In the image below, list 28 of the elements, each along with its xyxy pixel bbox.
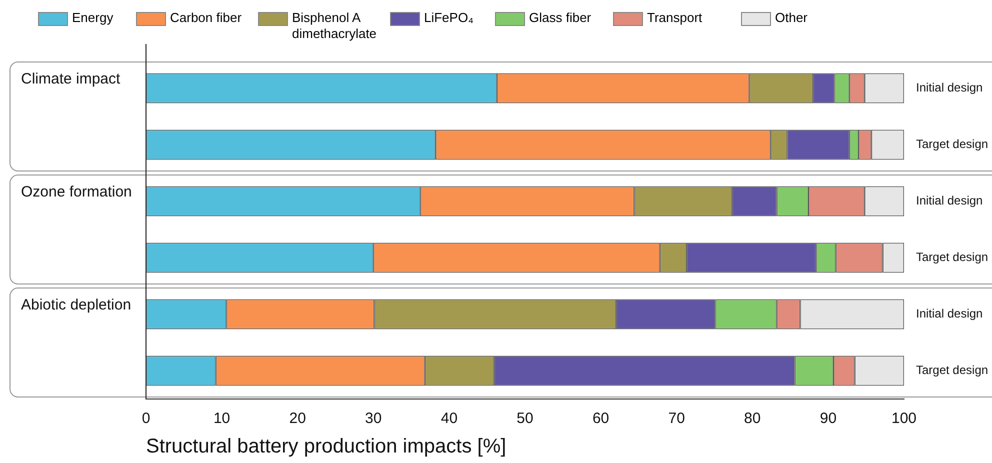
legend-label: Bisphenol A dimethacrylate [292,10,378,42]
legend-label: LiFePO₄ [424,10,474,26]
y-tick-label: Target design [916,137,988,152]
x-tick-label: 100 [891,410,917,428]
x-tick-label: 70 [668,410,685,428]
y-tick-label: Target design [916,250,988,264]
legend-label: Energy [72,10,114,26]
x-tick-label: 80 [744,410,761,428]
legend-label: Transport [647,10,702,26]
text: Ozone formation [21,184,132,201]
text: Climate impact [21,70,122,88]
y-tick-label: Initial design [916,80,983,95]
y-tick-label: Initial design [916,194,983,208]
x-tick-label: 90 [820,410,837,428]
x-tick-label: 30 [365,410,382,428]
legend-label: Glass fiber [529,10,592,26]
x-tick-label: 0 [142,410,150,428]
x-tick-label: 40 [440,410,458,428]
x-tick-label: 10 [213,410,230,428]
x-tick-label: 50 [516,410,534,428]
x-tick-label: 60 [592,410,610,428]
text: Abiotic depletion [21,296,132,314]
x-axis-title: Structural battery production impacts [%] [146,436,506,458]
x-tick-label: 20 [289,410,306,428]
legend-label: Other [775,10,808,26]
legend-label: Carbon fiber [170,10,242,26]
y-tick-label: Target design [916,363,988,378]
y-tick-label: Initial design [916,306,983,321]
